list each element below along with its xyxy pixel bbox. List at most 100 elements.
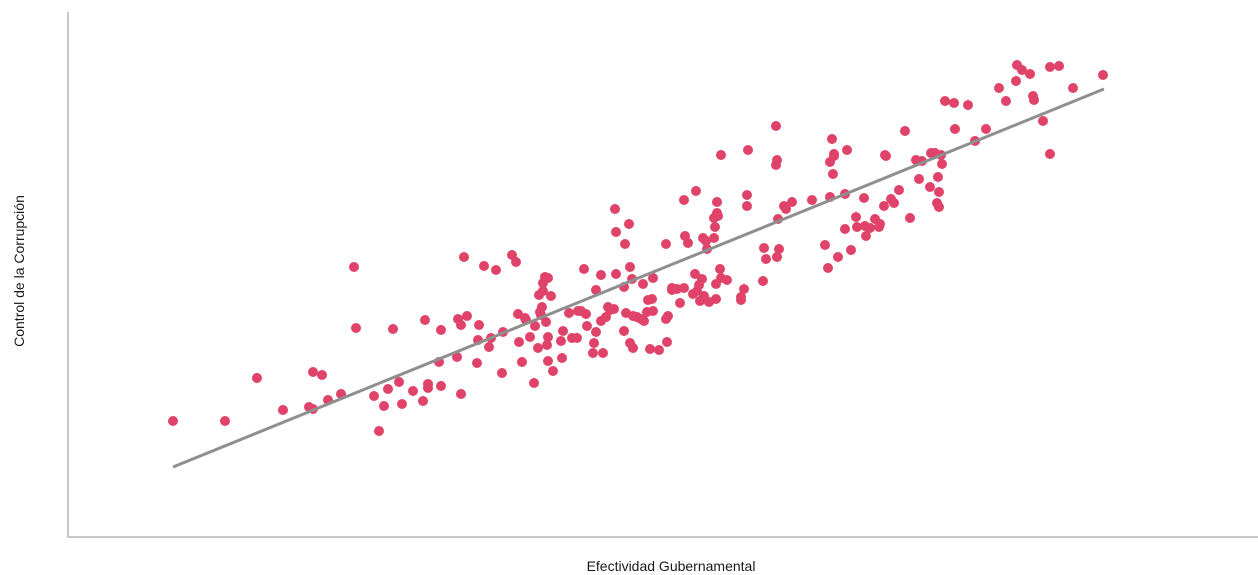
data-point: [462, 311, 472, 321]
data-point: [736, 292, 746, 302]
data-point: [761, 254, 771, 264]
data-point: [905, 213, 915, 223]
data-point: [900, 126, 910, 136]
data-point: [1001, 96, 1011, 106]
data-point: [543, 273, 553, 283]
data-point: [220, 416, 230, 426]
data-point: [712, 197, 722, 207]
data-point: [679, 283, 689, 293]
data-point: [537, 302, 547, 312]
data-point: [542, 340, 552, 350]
y-axis-title: Control de la Corrupción: [11, 195, 27, 347]
data-point: [533, 343, 543, 353]
data-point: [383, 384, 393, 394]
data-point: [394, 377, 404, 387]
data-point: [456, 389, 466, 399]
data-point: [963, 100, 973, 110]
data-point: [875, 219, 885, 229]
data-point: [474, 320, 484, 330]
data-point: [722, 275, 732, 285]
data-point: [661, 239, 671, 249]
data-point: [807, 195, 817, 205]
data-point: [949, 98, 959, 108]
data-point: [436, 325, 446, 335]
data-point: [1025, 69, 1035, 79]
data-point: [937, 159, 947, 169]
data-point: [589, 338, 599, 348]
data-point: [541, 317, 551, 327]
data-point: [1011, 76, 1021, 86]
data-point: [697, 274, 707, 284]
data-point: [981, 124, 991, 134]
data-point: [638, 279, 648, 289]
data-point: [472, 358, 482, 368]
data-point: [252, 373, 262, 383]
data-point: [701, 236, 711, 246]
data-point: [710, 222, 720, 232]
data-point: [497, 368, 507, 378]
data-point: [436, 381, 446, 391]
data-point: [772, 155, 782, 165]
data-point: [558, 326, 568, 336]
data-point: [611, 227, 621, 237]
data-point: [308, 367, 318, 377]
data-point: [418, 396, 428, 406]
data-point: [581, 309, 591, 319]
data-point: [459, 252, 469, 262]
data-point: [1045, 149, 1055, 159]
data-point: [833, 252, 843, 262]
data-point: [456, 320, 466, 330]
data-point: [546, 291, 556, 301]
trend-line: [172, 87, 1105, 469]
data-point: [940, 96, 950, 106]
data-point: [645, 344, 655, 354]
data-point: [711, 294, 721, 304]
data-point: [828, 169, 838, 179]
data-point: [530, 321, 540, 331]
data-point: [564, 308, 574, 318]
data-point: [934, 202, 944, 212]
data-point: [846, 245, 856, 255]
data-point: [851, 212, 861, 222]
data-point: [859, 193, 869, 203]
data-point: [774, 244, 784, 254]
data-point: [994, 83, 1004, 93]
plot-area: [67, 12, 1258, 538]
data-point: [648, 273, 658, 283]
data-point: [865, 223, 875, 233]
data-point: [543, 332, 553, 342]
data-point: [620, 239, 630, 249]
data-point: [610, 204, 620, 214]
data-point: [842, 145, 852, 155]
data-point: [679, 195, 689, 205]
data-point: [950, 124, 960, 134]
data-point: [820, 240, 830, 250]
data-point: [914, 174, 924, 184]
data-point: [852, 222, 862, 232]
data-point: [452, 352, 462, 362]
data-point: [423, 383, 433, 393]
data-point: [654, 345, 664, 355]
data-point: [591, 327, 601, 337]
data-point: [369, 391, 379, 401]
data-point: [647, 294, 657, 304]
data-point: [517, 357, 527, 367]
data-point: [742, 201, 752, 211]
data-point: [823, 263, 833, 273]
data-point: [598, 348, 608, 358]
data-point: [894, 185, 904, 195]
data-point: [349, 262, 359, 272]
data-point: [609, 304, 619, 314]
data-point: [683, 238, 693, 248]
data-point: [278, 405, 288, 415]
data-point: [491, 265, 501, 275]
data-points: [168, 60, 1108, 436]
data-point: [1098, 70, 1108, 80]
data-point: [529, 378, 539, 388]
data-point: [879, 201, 889, 211]
data-point: [511, 257, 521, 267]
data-point: [759, 243, 769, 253]
data-point: [742, 190, 752, 200]
data-point: [484, 342, 494, 352]
data-point: [1038, 116, 1048, 126]
